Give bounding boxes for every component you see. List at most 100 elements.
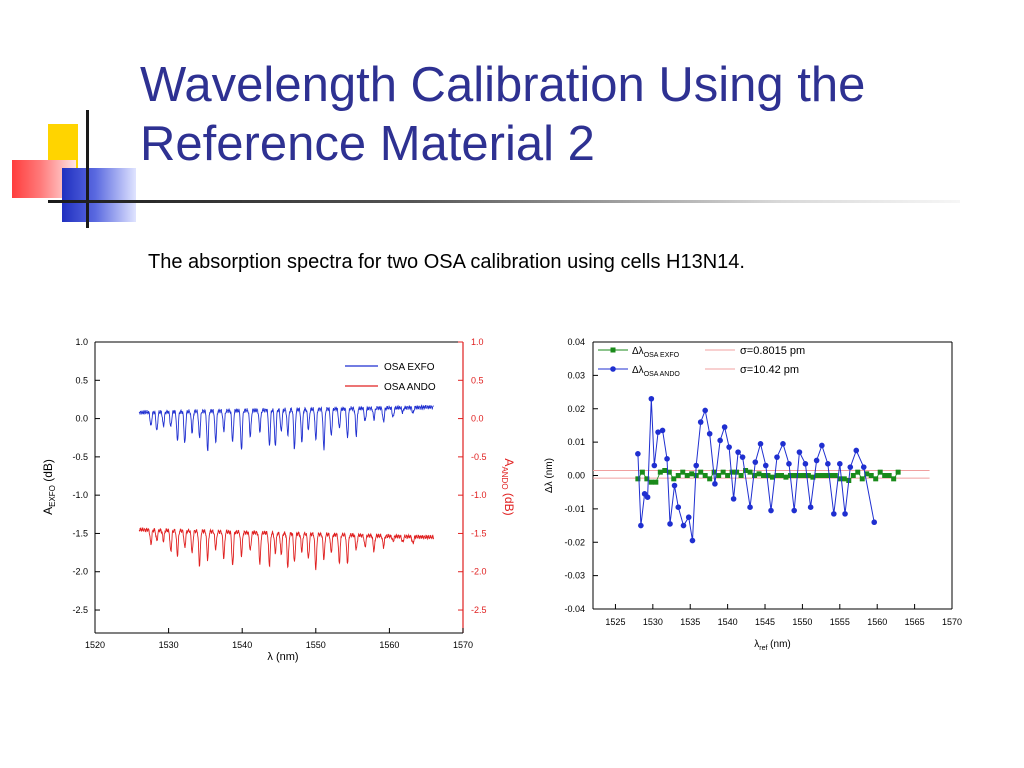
deviation-series: [635, 395, 901, 544]
data-point-osa-ando: [774, 454, 780, 460]
y-tick-label-right: -0.5: [471, 452, 487, 462]
y-tick-label-left: -1.0: [72, 490, 88, 500]
data-point-osa-ando: [831, 511, 837, 517]
axis-labels: λ (nm) AEXFO (dB) AANDO (dB): [41, 458, 516, 663]
data-point-osa-ando: [712, 481, 718, 487]
data-point-osa-exfo: [693, 473, 699, 478]
data-point-osa-ando: [667, 521, 673, 527]
legend: ΔλOSA EXFO ΔλOSA ANDO σ=0.8015 pm σ=10.42 p…: [598, 345, 805, 378]
series-line-osa-ando: [637, 398, 875, 541]
data-point-osa-exfo: [801, 473, 807, 478]
data-point-osa-exfo: [639, 469, 645, 475]
legend-marker: [610, 347, 616, 353]
slide-title: Wavelength Calibration Using the Referen…: [140, 56, 1000, 174]
y-tick-label-right: 0.5: [471, 375, 484, 385]
y-tick-label-left: -0.5: [72, 452, 88, 462]
data-point-osa-exfo: [873, 476, 879, 482]
data-point-osa-exfo: [778, 473, 784, 478]
data-point-osa-ando: [796, 449, 803, 455]
data-point-osa-exfo: [823, 473, 829, 478]
data-point-osa-exfo: [891, 476, 897, 482]
data-point-osa-exfo: [707, 476, 713, 482]
x-tick-label: 1540: [232, 640, 252, 650]
y-tick-label-left: 1.0: [75, 337, 88, 347]
data-point-osa-exfo: [895, 469, 901, 475]
x-tick-label: 1525: [605, 617, 625, 627]
data-point-osa-ando: [807, 504, 814, 511]
y-tick-label: -0.03: [564, 571, 585, 581]
data-point-osa-ando: [791, 507, 797, 514]
data-point-osa-ando: [739, 454, 746, 460]
data-point-osa-exfo: [814, 473, 820, 478]
x-tick-label: 1560: [379, 640, 399, 650]
y-tick-label-right: -2.0: [471, 567, 487, 577]
data-point-osa-exfo: [644, 476, 650, 482]
data-point-osa-ando: [671, 482, 678, 489]
data-point-osa-exfo: [756, 471, 762, 477]
data-point-osa-exfo: [680, 469, 686, 475]
slide-title-line-1: Wavelength Calibration Using the: [140, 58, 866, 112]
data-point-osa-exfo: [859, 476, 865, 482]
decor-blue-square: [62, 168, 136, 222]
data-point-osa-exfo: [868, 473, 874, 478]
x-tick-label: 1550: [306, 640, 326, 650]
y-tick-label: 0.00: [567, 471, 585, 481]
x-tick-label: 1545: [755, 617, 775, 627]
data-point-osa-exfo: [761, 473, 767, 478]
x-tick-label: 1570: [453, 640, 473, 650]
data-point-osa-ando: [853, 447, 860, 454]
data-point-osa-exfo: [882, 473, 888, 478]
data-point-osa-exfo: [702, 473, 708, 478]
data-point-osa-ando: [735, 449, 741, 455]
spectra-series: [138, 404, 435, 571]
data-point-osa-exfo: [774, 473, 780, 478]
data-point-osa-ando: [837, 461, 843, 467]
y-tick-label-left: 0.5: [75, 375, 88, 385]
data-point-osa-exfo: [796, 473, 802, 478]
data-point-osa-exfo: [877, 469, 883, 475]
data-point-osa-ando: [825, 461, 831, 467]
data-point-osa-ando: [721, 424, 728, 430]
slide-subtitle: The absorption spectra for two OSA calib…: [148, 251, 745, 273]
x-tick-label: 1565: [905, 617, 925, 627]
y-tick-label: 0.02: [567, 404, 585, 414]
data-point-osa-exfo: [828, 473, 834, 478]
data-point-osa-ando: [655, 429, 661, 435]
plot-frame: [94, 341, 464, 634]
data-point-osa-ando: [680, 522, 687, 529]
data-point-osa-exfo: [810, 474, 816, 480]
data-point-osa-ando: [819, 442, 825, 449]
legend-label: ΔλOSA EXFO: [632, 346, 680, 359]
data-point-osa-ando: [644, 494, 651, 500]
y-tick-label: 0.01: [567, 437, 585, 447]
y-tick-label: -0.04: [564, 604, 585, 614]
data-point-osa-exfo: [805, 473, 811, 478]
series-line-osa-ando: [138, 526, 435, 571]
data-point-osa-exfo: [765, 473, 771, 478]
data-point-osa-ando: [697, 419, 704, 425]
data-point-osa-ando: [726, 444, 732, 450]
y-tick-label-left: 0.0: [75, 414, 88, 424]
data-point-osa-exfo: [635, 476, 641, 482]
data-point-osa-ando: [762, 462, 769, 469]
y-axis-label: Δλ (nm): [544, 458, 555, 493]
data-point-osa-ando: [693, 462, 700, 469]
data-point-osa-ando: [689, 537, 696, 544]
data-point-osa-ando: [860, 464, 867, 470]
y-tick-label-right: -1.0: [471, 490, 487, 500]
x-tick-label: 1520: [85, 640, 105, 650]
y-tick-label-right: -2.5: [471, 605, 487, 615]
wavelength-deviation-chart: 1525 1530 1535 1540 1545 1550 1555 1560 1565 1570…: [544, 337, 962, 652]
data-point-osa-exfo: [684, 473, 690, 478]
data-point-osa-ando: [747, 504, 753, 511]
legend: OSA EXFO OSA ANDO: [345, 362, 436, 393]
y-tick-label-right: -1.5: [471, 528, 487, 538]
data-point-osa-exfo: [743, 467, 749, 473]
data-point-osa-exfo: [689, 471, 695, 477]
data-point-osa-ando: [635, 451, 641, 457]
data-point-osa-ando: [675, 504, 682, 511]
y-tick-label-left: -2.5: [72, 605, 88, 615]
data-point-osa-ando: [768, 507, 774, 514]
y-tick-label: -0.02: [564, 537, 585, 547]
data-point-osa-ando: [871, 519, 878, 526]
